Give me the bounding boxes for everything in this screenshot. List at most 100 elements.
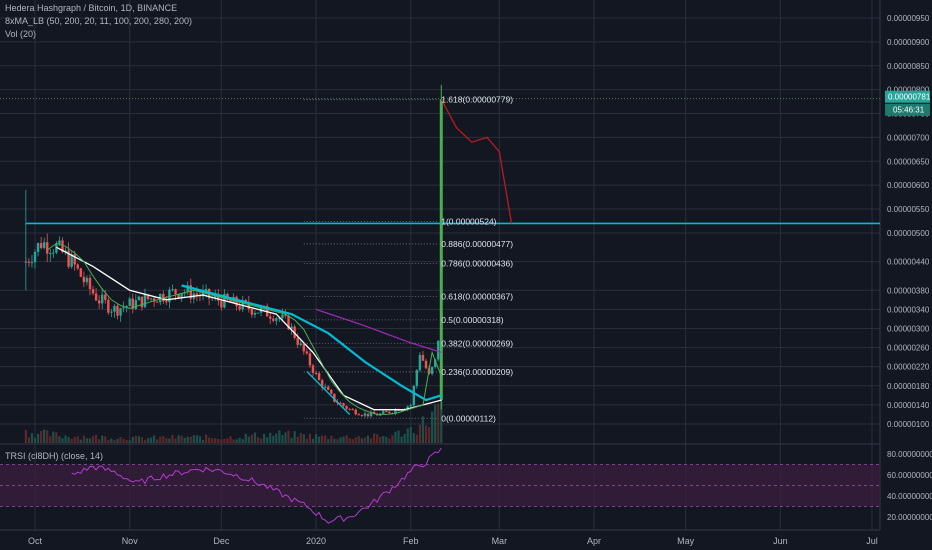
- volume-bar: [43, 429, 46, 443]
- trsi-indicator-legend[interactable]: TRSI (cl8DH) (close, 14): [5, 451, 104, 461]
- candle-body: [320, 380, 324, 388]
- candle-body: [39, 243, 43, 248]
- price-tick-label: 0.00000600: [887, 181, 930, 190]
- volume-bar: [220, 439, 223, 443]
- volume-bar: [400, 436, 403, 443]
- candle-body: [382, 411, 385, 414]
- candle-body: [97, 300, 101, 304]
- volume-bar: [61, 438, 64, 443]
- forecast-path-line[interactable]: [440, 98, 513, 224]
- price-tick-label: 0.00000650: [887, 157, 930, 166]
- candle-body: [180, 293, 183, 298]
- candle-body: [174, 289, 177, 295]
- candle-body: [70, 254, 73, 267]
- volume-bar: [232, 439, 235, 443]
- volume-bar: [342, 436, 345, 443]
- volume-bar: [101, 435, 104, 443]
- time-tick-label: Feb: [403, 536, 419, 546]
- candle-body: [82, 276, 86, 283]
- volume-bar: [421, 416, 425, 443]
- candle-body: [162, 293, 165, 302]
- fibonacci-layer[interactable]: 1.618(0.00000779) 1(0.00000524) 0.886(0.00…: [303, 95, 513, 424]
- volume-bar: [376, 434, 379, 443]
- candle-body: [52, 252, 55, 254]
- volume-bar: [36, 433, 40, 443]
- volume-bar: [247, 436, 250, 443]
- trend-segment-line[interactable]: [306, 370, 351, 415]
- time-tick-label: Mar: [492, 536, 508, 546]
- price-tick-label: 0.00000300: [887, 324, 930, 333]
- volume-bar: [64, 435, 67, 443]
- candle-body: [360, 415, 364, 417]
- volume-bar: [278, 430, 281, 443]
- price-tick-label: 0.00000950: [887, 14, 930, 23]
- volume-bar: [165, 438, 168, 443]
- volume-bar: [82, 435, 85, 443]
- candle-body: [101, 294, 104, 304]
- price-tick-label: 0.00000700: [887, 133, 930, 142]
- candle-body: [275, 318, 278, 321]
- volume-bar: [321, 435, 324, 443]
- volume-bar: [296, 436, 299, 443]
- candle-body: [330, 389, 333, 394]
- candle-body: [27, 261, 31, 263]
- symbol-title[interactable]: Hedera Hashgraph / Bitcoin, 1D, BINANCE: [5, 3, 178, 13]
- candle-body: [122, 307, 125, 309]
- volume-bar: [107, 440, 110, 443]
- volume-bar: [58, 436, 61, 443]
- fib-level-label: 0.5(0.00000318): [441, 315, 504, 325]
- volume-bar: [146, 438, 150, 443]
- volume-bar: [406, 428, 409, 443]
- time-tick-label: Jun: [773, 536, 788, 546]
- candle-body: [67, 250, 70, 267]
- fib-level-label: 0.382(0.00000269): [441, 338, 513, 348]
- candle-body: [91, 289, 95, 294]
- volume-bar: [302, 434, 305, 443]
- candle-body: [189, 285, 192, 299]
- candle-body: [388, 411, 391, 413]
- volume-bar: [424, 425, 428, 443]
- candle-body: [204, 288, 208, 292]
- countdown-badge: [885, 103, 930, 116]
- candle-body: [110, 311, 113, 313]
- candle-body: [394, 409, 397, 414]
- volume-bar: [314, 434, 318, 443]
- fib-level-label: 0(0.00000112): [441, 413, 496, 423]
- volume-bar: [214, 438, 217, 443]
- rsi-tick-label: 80.00000000: [887, 450, 932, 459]
- rsi-tick-label: 20.00000000: [887, 513, 932, 522]
- volume-bar: [30, 433, 34, 443]
- volume-bar: [24, 429, 27, 443]
- fib-level-label: 0.618(0.00000367): [441, 291, 513, 301]
- volume-bar: [159, 436, 162, 443]
- candle-body: [339, 402, 342, 404]
- volume-bar: [204, 434, 208, 443]
- price-badge[interactable]: [885, 90, 930, 103]
- volume-indicator-legend[interactable]: Vol (20): [5, 29, 37, 39]
- volume-bar: [67, 437, 70, 443]
- price-tick-label: 0.00000220: [887, 363, 930, 372]
- volume-bar: [186, 436, 189, 443]
- candle-body: [186, 285, 189, 293]
- volume-bar: [119, 437, 122, 443]
- candle-body: [131, 298, 134, 309]
- volume-bar: [131, 436, 134, 443]
- rsi-layer: [71, 447, 442, 524]
- price-badge-value: 0.00000781: [888, 93, 931, 102]
- candle-body: [61, 240, 64, 253]
- volume-bar: [290, 438, 293, 443]
- candle-body: [272, 318, 275, 321]
- candle-body: [281, 314, 284, 319]
- candle-body: [406, 406, 409, 410]
- volume-bar: [229, 436, 232, 443]
- candle-body: [296, 337, 299, 345]
- volume-bar: [113, 440, 116, 443]
- ma-indicator-legend[interactable]: 8xMA_LB (50, 200, 20, 11, 100, 200, 280,…: [5, 16, 192, 26]
- volume-bar: [91, 435, 95, 443]
- price-tick-label: 0.00000850: [887, 62, 930, 71]
- candle-body: [30, 262, 34, 264]
- volume-bar: [217, 438, 220, 443]
- candle-body: [94, 293, 98, 301]
